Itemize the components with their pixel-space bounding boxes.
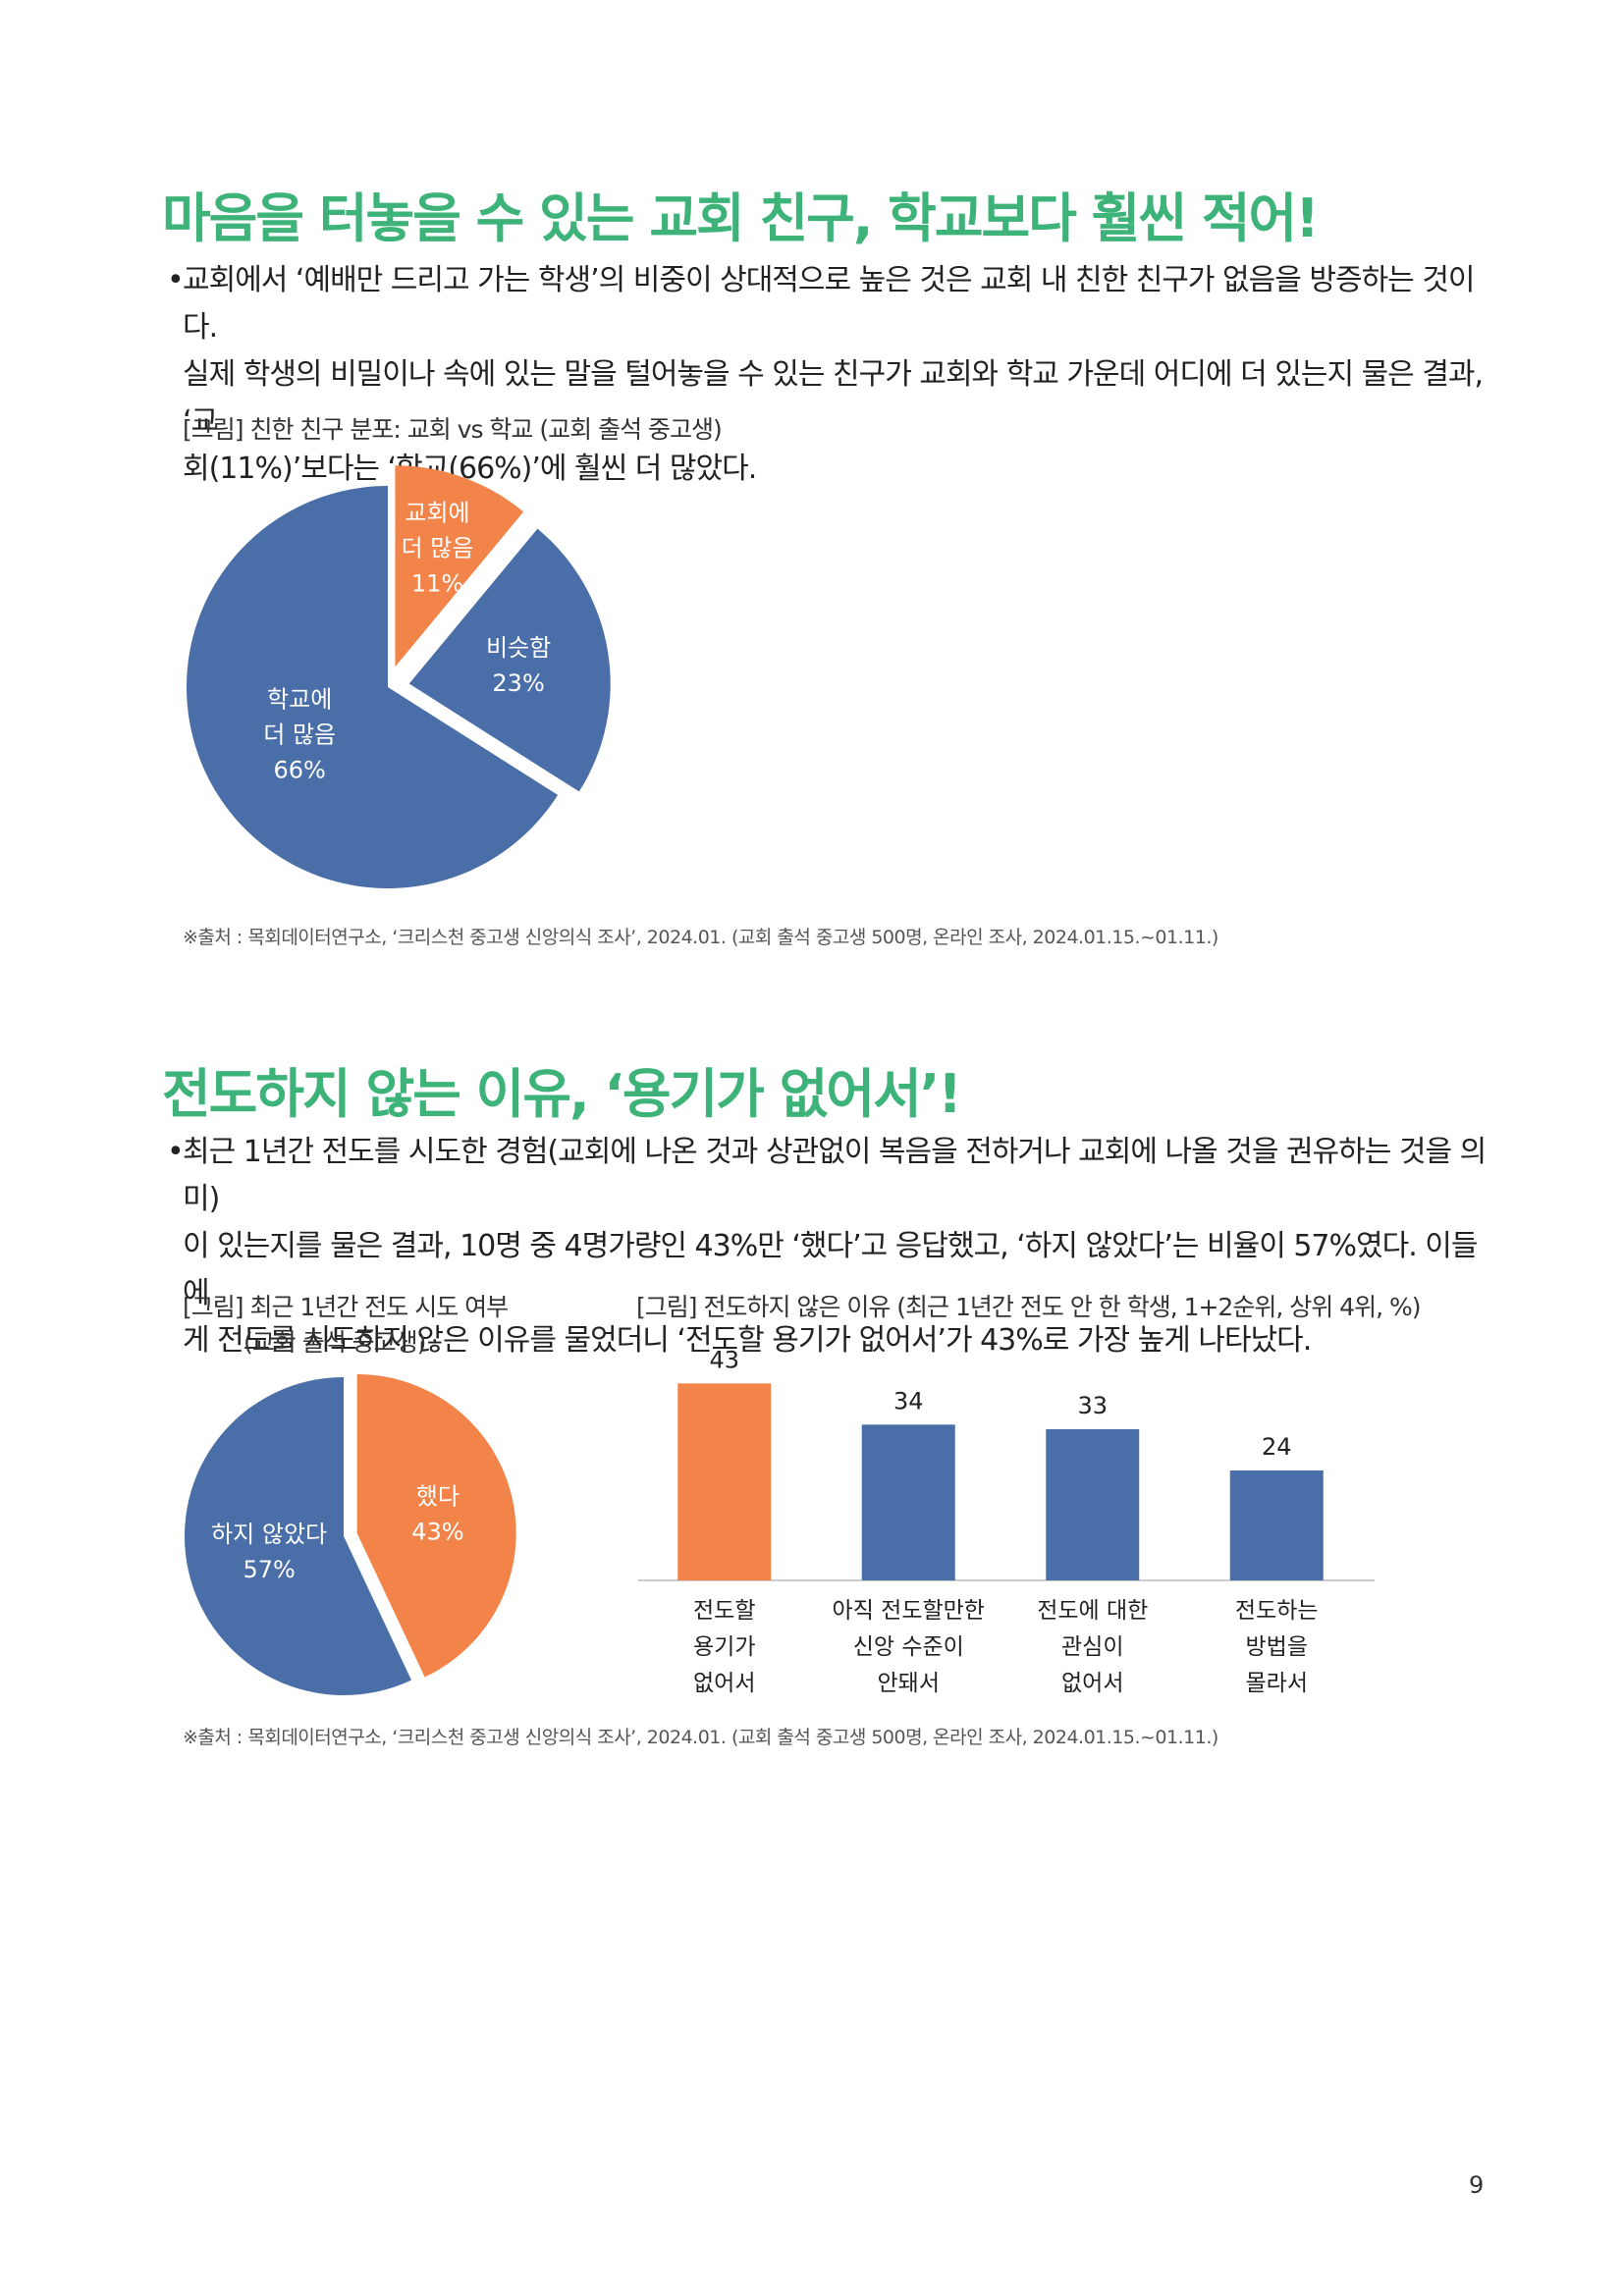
figure3-caption: [그림] 전도하지 않은 이유 (최근 1년간 전도 안 한 학생, 1+2순위…	[636, 1293, 1421, 1321]
pie1-slice-label: 학교에	[267, 685, 332, 713]
pie1-slice-label: 더 많음	[263, 721, 336, 748]
pie2-slice	[356, 1373, 516, 1678]
section1-bullet-line-1: 교회에서 ‘예배만 드리고 가는 학생’의 비중이 상대적으로 높은 것은 교회…	[183, 263, 1476, 345]
page-number: 9	[1469, 2171, 1485, 2199]
bar-value-label: 34	[893, 1387, 924, 1415]
section1-source: ※출처 : 목회데이터연구소, ‘크리스천 중고생 신앙의식 조사’, 2024…	[183, 927, 1218, 948]
pie1-slice-label: 비슷함	[486, 634, 551, 662]
section1-title: 마음을 터놓을 수 있는 교회 친구, 학교보다 훨씬 적어!	[162, 187, 1320, 249]
section1-bullet-marker: •	[167, 263, 185, 297]
bar-category-label: 없어서	[1061, 1671, 1123, 1696]
pie2-slice-label: 하지 않았다	[211, 1521, 327, 1548]
bar-category-label: 용기가	[693, 1634, 755, 1660]
figure1-caption: [그림] 친한 친구 분포: 교회 vs 학교 (교회 출석 중고생)	[183, 415, 723, 444]
bar-category-label: 전도할	[693, 1598, 755, 1624]
bar-value-label: 43	[709, 1346, 739, 1373]
section1-bullet-line-2: 실제 학생의 비밀이나 속에 있는 말을 털어놓을 수 있는 친구가 교회와 학…	[183, 357, 1484, 439]
bar-category-label: 전도하는	[1235, 1598, 1319, 1624]
figure2-caption-line-2: (교회 출석 중고생)	[243, 1328, 426, 1357]
bar	[1046, 1429, 1140, 1580]
pie2-slice	[184, 1377, 411, 1695]
pie1-slice-label: 더 많음	[402, 535, 474, 562]
bar-category-label: 안돼서	[878, 1671, 940, 1696]
section2-bullet-line-1: 최근 1년간 전도를 시도한 경험(교회에 나온 것과 상관없이 복음을 전하거…	[183, 1135, 1487, 1216]
bar-value-label: 24	[1262, 1433, 1292, 1461]
bar-category-label: 전도에 대한	[1037, 1598, 1148, 1624]
bar	[677, 1383, 772, 1580]
figure2-caption-line-1: [그림] 최근 1년간 전도 시도 여부	[183, 1293, 509, 1321]
section2-title: 전도하지 않는 이유, ‘용기가 없어서’!	[162, 1063, 962, 1125]
pie1-value-label: 66%	[274, 756, 326, 783]
bar-category-label: 신앙 수준이	[853, 1634, 964, 1660]
section1-bullet-text: 교회에서 ‘예배만 드리고 가는 학생’의 비중이 상대적으로 높은 것은 교회…	[183, 257, 1488, 493]
bar	[1229, 1470, 1324, 1580]
section2-bullet-marker: •	[167, 1135, 185, 1169]
pie1-value-label: 23%	[492, 669, 544, 697]
pie2-slice-label: 했다	[416, 1483, 460, 1511]
pie1-value-label: 11%	[411, 570, 463, 598]
section2-bullet-line-3: 게 전도를 시도하지 않은 이유를 물었더니 ‘전도할 용기가 없어서’가 43…	[183, 1323, 1312, 1358]
bar-category-label: 방법을	[1246, 1634, 1308, 1660]
section2-bullet-line-2: 이 있는지를 물은 결과, 10명 중 4명가량인 43%만 ‘했다’고 응답했…	[183, 1229, 1478, 1310]
bar-category-label: 관심이	[1061, 1634, 1123, 1660]
pie1-slice	[186, 486, 559, 888]
bar-category-label: 아직 전도할만한	[833, 1598, 985, 1624]
pie1-slice	[395, 465, 524, 667]
bar-category-label: 없어서	[693, 1671, 755, 1696]
bar-category-label: 몰라서	[1246, 1671, 1308, 1696]
pie2-value-label: 43%	[411, 1519, 463, 1546]
bar	[861, 1424, 955, 1580]
section2-source: ※출처 : 목회데이터연구소, ‘크리스천 중고생 신앙의식 조사’, 2024…	[183, 1727, 1218, 1748]
pie2-value-label: 57%	[243, 1556, 295, 1583]
pie1-slice-label: 교회에	[405, 500, 469, 527]
section2-bullet-text: 최근 1년간 전도를 시도한 경험(교회에 나온 것과 상관없이 복음을 전하거…	[183, 1129, 1488, 1364]
bar-value-label: 33	[1077, 1392, 1108, 1419]
pie-chart-evangelism: 했다 43% 하지 않았다 57%	[184, 1373, 516, 1695]
pie1-slice	[408, 528, 611, 792]
